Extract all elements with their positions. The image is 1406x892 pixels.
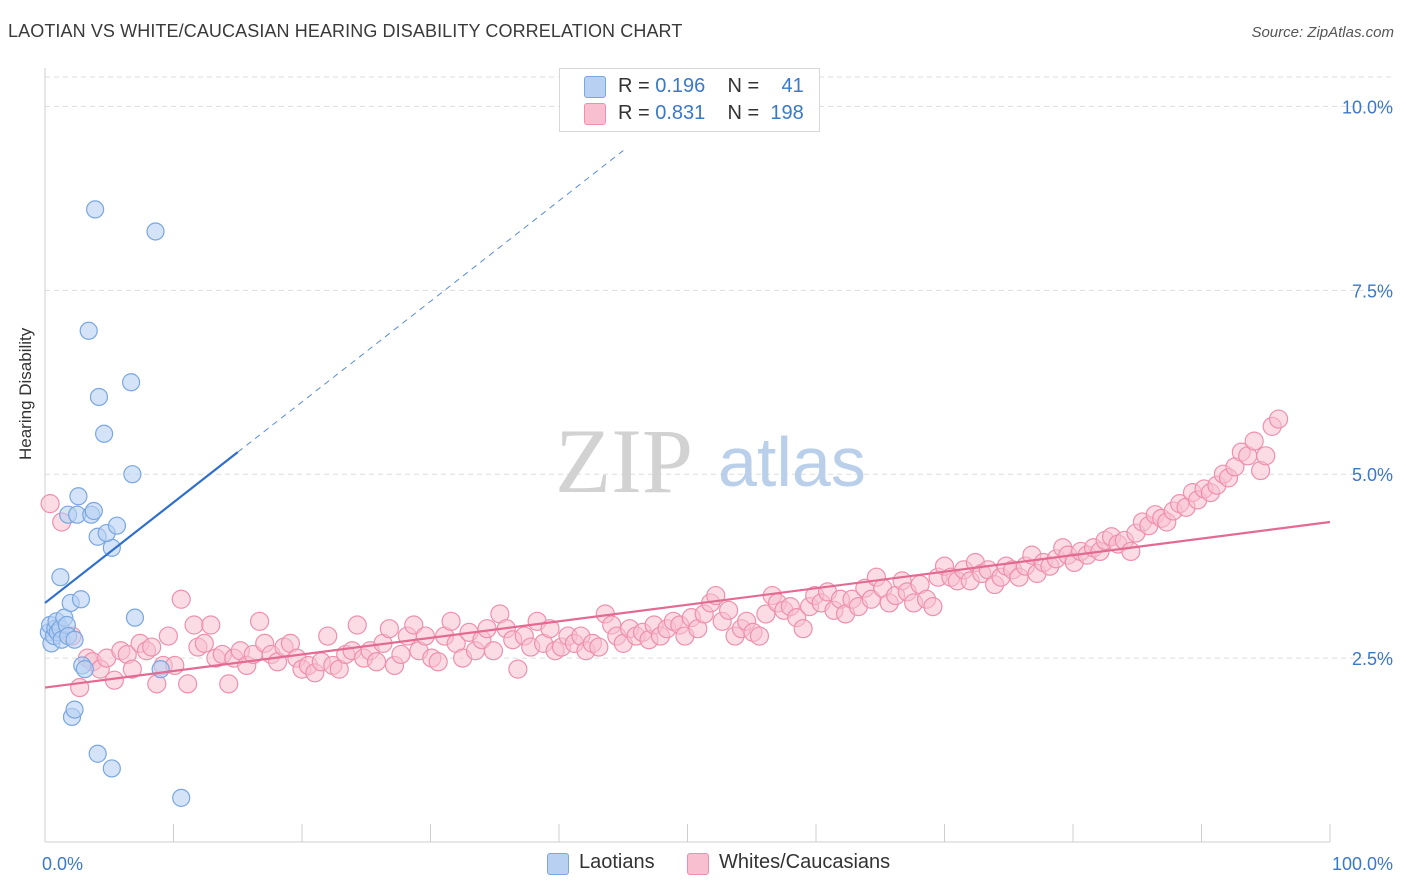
point-whites-79	[540, 619, 560, 639]
grid	[45, 76, 1394, 659]
point-whites-59	[415, 626, 435, 646]
point-laotians-15	[65, 630, 84, 649]
point-whites-63	[441, 611, 461, 631]
watermark-zip: ZIP	[555, 410, 693, 512]
point-whites-87	[589, 637, 609, 657]
point-whites-195	[1256, 446, 1276, 466]
point-laotians-17	[69, 487, 88, 506]
x-tick-label-min: 0.0%	[42, 854, 83, 874]
point-laotians-36	[146, 222, 165, 241]
point-laotians-22	[65, 700, 84, 719]
point-laotians-38	[88, 744, 107, 763]
point-whites-51	[366, 652, 387, 672]
point-laotians-40	[172, 788, 191, 807]
point-whites-14	[142, 637, 162, 657]
point-whites-23	[194, 633, 214, 653]
legend-swatch-whites	[584, 103, 606, 125]
chart-title: LAOTIAN VS WHITE/CAUCASIAN HEARING DISAB…	[8, 21, 683, 41]
point-laotians-27	[79, 321, 98, 340]
legend-n-label: N =	[727, 102, 760, 124]
point-whites-48	[347, 615, 367, 635]
legend-r-value: 0.196	[655, 75, 706, 97]
watermark: ZIP atlas	[555, 410, 866, 512]
point-laotians-20	[75, 660, 94, 679]
point-whites-55	[391, 644, 411, 665]
bottom-legend-label-whites: Whites/Caucasians	[719, 851, 891, 873]
point-whites-53	[379, 619, 399, 639]
point-whites-27	[219, 674, 239, 694]
legend-r-value: 0.831	[655, 102, 706, 124]
y-axis-label: Hearing Disability	[16, 327, 35, 460]
point-whites-11	[122, 659, 142, 679]
point-whites-19	[171, 589, 191, 609]
point-laotians-28	[89, 387, 109, 407]
watermark-atlas: atlas	[718, 423, 866, 501]
point-laotians-12	[51, 568, 70, 587]
trend-line-laotians-extension	[237, 150, 624, 453]
trend-line-laotians	[44, 451, 239, 604]
point-whites-74	[508, 659, 528, 679]
point-whites-113	[749, 626, 770, 646]
legend-r-label: R =	[618, 102, 650, 124]
correlation-legend: R = 0.196 N = 41 R = 0.831 N = 198	[559, 68, 820, 132]
point-whites-108	[719, 600, 739, 620]
point-laotians-18	[71, 590, 91, 609]
point-whites-120	[793, 619, 813, 639]
point-whites-32	[249, 611, 270, 631]
point-whites-131	[861, 589, 881, 609]
point-whites-173	[1121, 541, 1141, 562]
point-laotians-29	[95, 424, 114, 443]
point-laotians-26	[86, 200, 105, 219]
point-whites-24	[201, 615, 221, 635]
point-laotians-33	[121, 373, 141, 392]
point-whites-43	[318, 626, 338, 646]
tick-labels: 2.5% 5.0% 7.5% 10.0% 0.0% 100.0%	[42, 97, 1393, 874]
y-tick-label-1: 5.0%	[1352, 465, 1393, 485]
bottom-legend-swatch-whites	[687, 853, 709, 875]
bottom-legend-label-laotians: Laotians	[579, 851, 655, 873]
point-whites-61	[428, 652, 448, 672]
y-tick-label-3: 10.0%	[1342, 97, 1393, 117]
x-tick-label-max: 100.0%	[1332, 854, 1393, 874]
source-credit: Source: ZipAtlas.com	[1251, 24, 1394, 41]
trend-line-whites	[44, 520, 1331, 689]
point-laotians-35	[125, 608, 145, 627]
y-tick-label-0: 2.5%	[1352, 649, 1393, 669]
legend-n-value: 198	[770, 102, 804, 124]
point-laotians-37	[151, 660, 170, 679]
point-laotians-39	[102, 759, 121, 778]
point-laotians-34	[123, 465, 142, 484]
point-whites-20	[178, 674, 198, 694]
axes	[44, 68, 1331, 843]
point-whites-17	[158, 626, 178, 646]
legend-r-label: R =	[618, 75, 650, 97]
point-whites-57	[404, 615, 424, 635]
point-laotians-32	[107, 516, 127, 535]
y-tick-label-2: 7.5%	[1352, 281, 1393, 301]
point-whites-0	[40, 494, 60, 514]
bottom-legend-swatch-laotians	[547, 853, 569, 875]
point-whites-70	[483, 641, 504, 661]
legend-n-value: 41	[781, 75, 804, 97]
series-laotians	[39, 200, 191, 807]
trend-lines	[44, 150, 1331, 689]
point-laotians-24	[84, 501, 103, 521]
point-whites-114	[756, 604, 776, 624]
point-whites-21	[184, 615, 204, 635]
legend-swatch-laotians	[584, 76, 606, 98]
point-whites-193	[1244, 431, 1264, 451]
point-whites-197	[1268, 409, 1289, 429]
legend-n-label: N =	[727, 75, 760, 97]
point-whites-141	[923, 597, 943, 617]
